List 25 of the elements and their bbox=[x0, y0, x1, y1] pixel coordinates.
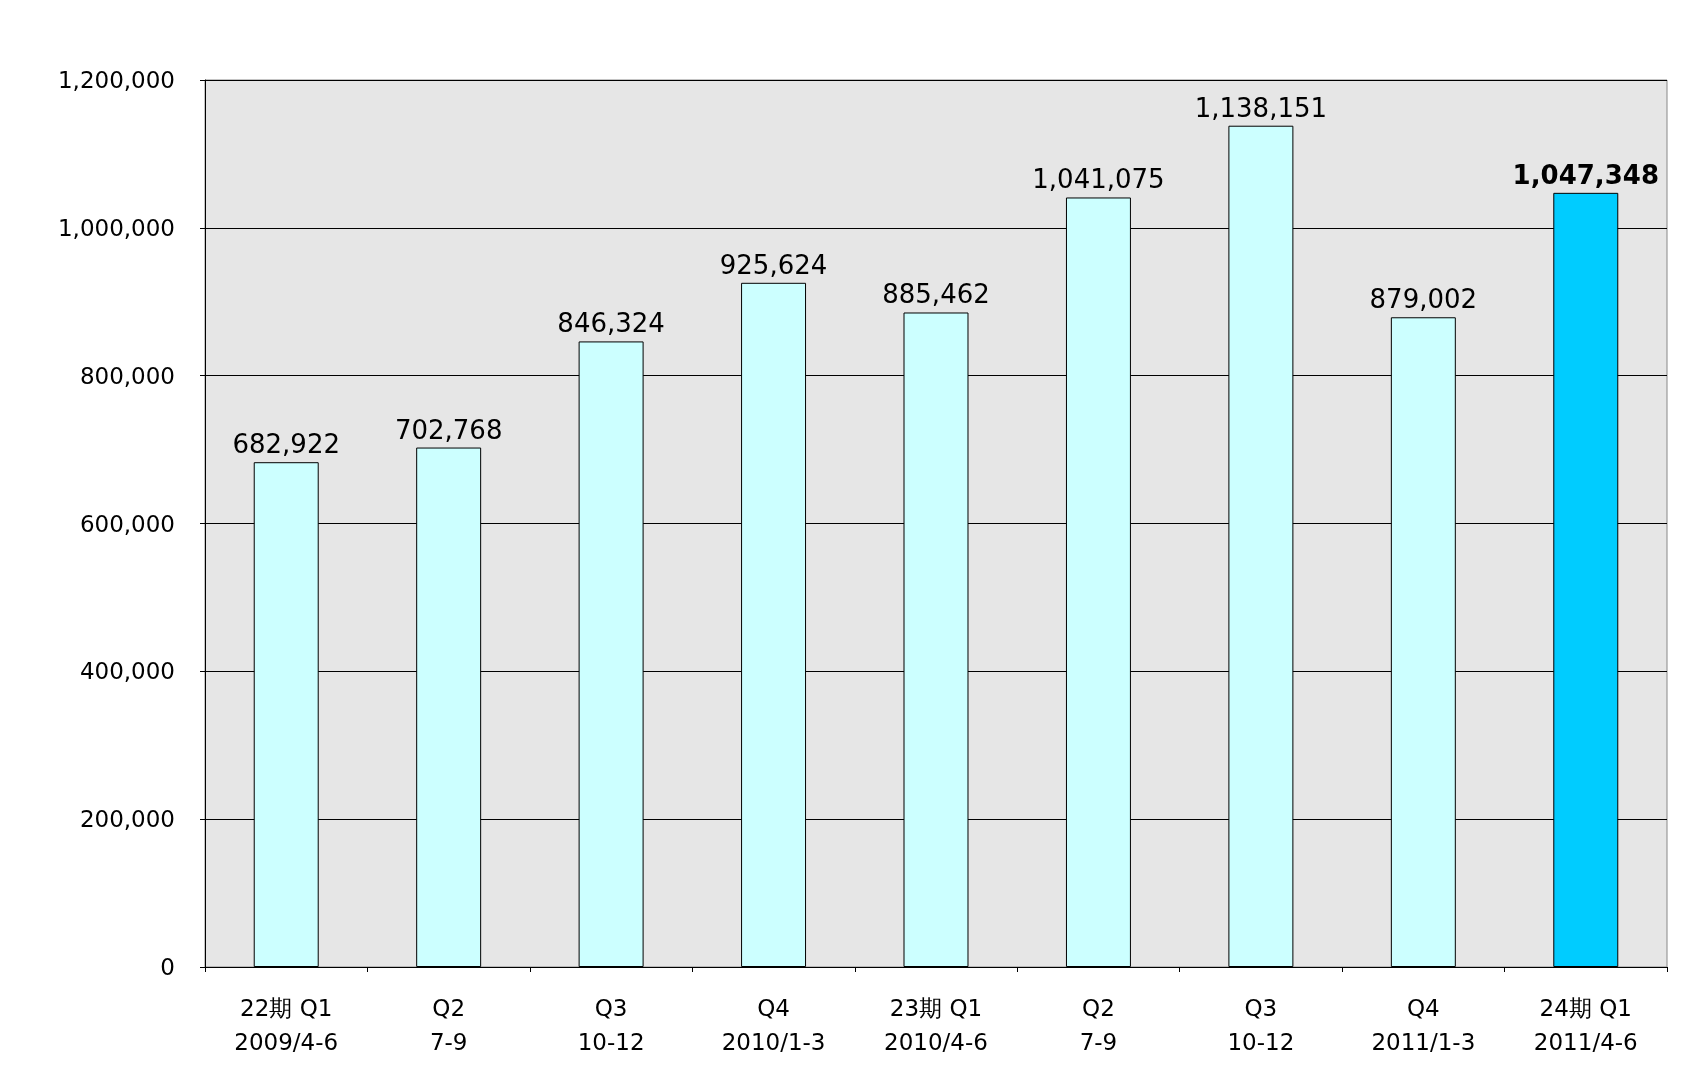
x-tick-label: Q2 7-9 bbox=[1079, 995, 1118, 1055]
data-label: 702,768 bbox=[394, 414, 503, 445]
y-tick-label: 200,000 bbox=[79, 806, 175, 833]
x-tick-label: 23期 Q1 2010/4-6 bbox=[884, 995, 988, 1055]
data-label: 925,624 bbox=[719, 249, 828, 280]
x-tick-label: Q4 2011/1-3 bbox=[1371, 995, 1476, 1055]
y-tick-label: 0 bbox=[160, 954, 175, 980]
x-tick-label: 22期 Q1 2009/4-6 bbox=[234, 995, 339, 1055]
x-tick-label: Q3 10-12 bbox=[1227, 995, 1295, 1055]
data-label: 885,462 bbox=[882, 279, 990, 310]
x-tick-label: 24期 Q1 2011/4-6 bbox=[1533, 995, 1638, 1055]
x-tick-label: Q2 7-9 bbox=[429, 995, 468, 1055]
y-tick-label: 1,000,000 bbox=[57, 214, 175, 241]
data-label: 846,324 bbox=[557, 308, 665, 339]
data-label: 1,138,151 bbox=[1194, 92, 1328, 123]
data-label: 1,047,348 bbox=[1512, 159, 1659, 190]
y-tick-label: 800,000 bbox=[79, 362, 175, 389]
y-tick-label: 1,200,000 bbox=[57, 67, 175, 93]
x-tick-label: Q3 10-12 bbox=[577, 995, 645, 1055]
data-label: 682,922 bbox=[232, 429, 340, 460]
y-tick-label: 600,000 bbox=[79, 510, 175, 537]
data-label: 1,041,075 bbox=[1032, 164, 1165, 195]
y-tick-label: 400,000 bbox=[79, 658, 175, 685]
data-label: 879,002 bbox=[1369, 284, 1478, 315]
x-tick-label: Q4 2010/1-3 bbox=[721, 995, 826, 1055]
